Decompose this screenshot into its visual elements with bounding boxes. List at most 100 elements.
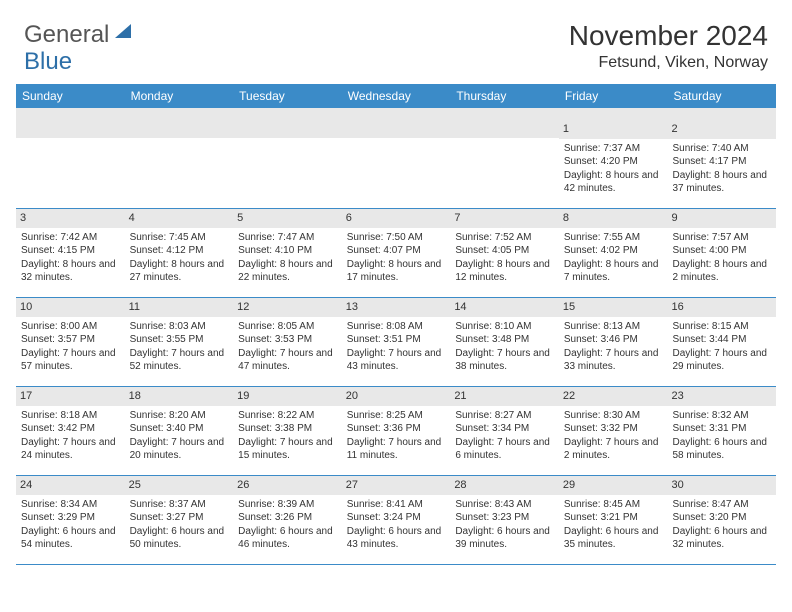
- day-header-cell: Saturday: [667, 84, 776, 108]
- daylight-text: Daylight: 6 hours and 35 minutes.: [564, 525, 663, 552]
- day-cell: 14Sunrise: 8:10 AMSunset: 3:48 PMDayligh…: [450, 298, 559, 386]
- day-cell: 12Sunrise: 8:05 AMSunset: 3:53 PMDayligh…: [233, 298, 342, 386]
- day-number: 4: [125, 209, 234, 228]
- day-cell: 24Sunrise: 8:34 AMSunset: 3:29 PMDayligh…: [16, 476, 125, 564]
- day-number: 27: [342, 476, 451, 495]
- sunrise-text: Sunrise: 7:52 AM: [455, 231, 554, 245]
- sunset-text: Sunset: 4:07 PM: [347, 244, 446, 258]
- sunrise-text: Sunrise: 8:27 AM: [455, 409, 554, 423]
- sunrise-text: Sunrise: 8:34 AM: [21, 498, 120, 512]
- daylight-text: Daylight: 6 hours and 39 minutes.: [455, 525, 554, 552]
- day-header-cell: Tuesday: [233, 84, 342, 108]
- daylight-text: Daylight: 7 hours and 15 minutes.: [238, 436, 337, 463]
- day-cell: 17Sunrise: 8:18 AMSunset: 3:42 PMDayligh…: [16, 387, 125, 475]
- day-number: 17: [16, 387, 125, 406]
- sunrise-text: Sunrise: 8:03 AM: [130, 320, 229, 334]
- sunrise-text: Sunrise: 8:43 AM: [455, 498, 554, 512]
- day-header-row: SundayMondayTuesdayWednesdayThursdayFrid…: [16, 84, 776, 108]
- sunset-text: Sunset: 3:24 PM: [347, 511, 446, 525]
- sunset-text: Sunset: 4:05 PM: [455, 244, 554, 258]
- sunrise-text: Sunrise: 8:05 AM: [238, 320, 337, 334]
- day-number: 20: [342, 387, 451, 406]
- daylight-text: Daylight: 8 hours and 32 minutes.: [21, 258, 120, 285]
- sunrise-text: Sunrise: 8:32 AM: [672, 409, 771, 423]
- day-cell: 5Sunrise: 7:47 AMSunset: 4:10 PMDaylight…: [233, 209, 342, 297]
- day-number: 5: [233, 209, 342, 228]
- day-header-cell: Wednesday: [342, 84, 451, 108]
- location: Fetsund, Viken, Norway: [569, 54, 768, 72]
- daylight-text: Daylight: 7 hours and 29 minutes.: [672, 347, 771, 374]
- day-cell: 30Sunrise: 8:47 AMSunset: 3:20 PMDayligh…: [667, 476, 776, 564]
- title-block: November 2024 Fetsund, Viken, Norway: [569, 20, 768, 72]
- week-row: 10Sunrise: 8:00 AMSunset: 3:57 PMDayligh…: [16, 298, 776, 387]
- sunset-text: Sunset: 3:20 PM: [672, 511, 771, 525]
- sunset-text: Sunset: 4:00 PM: [672, 244, 771, 258]
- sunrise-text: Sunrise: 8:25 AM: [347, 409, 446, 423]
- header: General November 2024 Fetsund, Viken, No…: [0, 0, 792, 84]
- daylight-text: Daylight: 7 hours and 33 minutes.: [564, 347, 663, 374]
- day-number: 12: [233, 298, 342, 317]
- sunset-text: Sunset: 3:38 PM: [238, 422, 337, 436]
- daylight-text: Daylight: 7 hours and 57 minutes.: [21, 347, 120, 374]
- daylight-text: Daylight: 6 hours and 58 minutes.: [672, 436, 771, 463]
- logo-text-2: Blue: [24, 48, 72, 76]
- day-number: 16: [667, 298, 776, 317]
- sunrise-text: Sunrise: 8:08 AM: [347, 320, 446, 334]
- day-number: 1: [559, 120, 668, 139]
- sunrise-text: Sunrise: 7:37 AM: [564, 142, 663, 156]
- sunrise-text: Sunrise: 7:50 AM: [347, 231, 446, 245]
- day-cell: 20Sunrise: 8:25 AMSunset: 3:36 PMDayligh…: [342, 387, 451, 475]
- daylight-text: Daylight: 6 hours and 43 minutes.: [347, 525, 446, 552]
- sunset-text: Sunset: 3:44 PM: [672, 333, 771, 347]
- day-cell: 3Sunrise: 7:42 AMSunset: 4:15 PMDaylight…: [16, 209, 125, 297]
- sunrise-text: Sunrise: 8:39 AM: [238, 498, 337, 512]
- day-cell: 27 Sunrise: 8:41 AMSunset: 3:24 PMDayligh…: [342, 476, 451, 564]
- day-cell: 8Sunrise: 7:55 AMSunset: 4:02 PMDaylight…: [559, 209, 668, 297]
- sunrise-text: Sunrise: 8:41 AM: [347, 498, 446, 512]
- sunset-text: Sunset: 3:27 PM: [130, 511, 229, 525]
- empty-day-number: [125, 120, 234, 138]
- daylight-text: Daylight: 7 hours and 24 minutes.: [21, 436, 120, 463]
- daylight-text: Daylight: 8 hours and 12 minutes.: [455, 258, 554, 285]
- sunrise-text: Sunrise: 8:20 AM: [130, 409, 229, 423]
- day-number: 7: [450, 209, 559, 228]
- logo: General: [24, 20, 135, 49]
- sunset-text: Sunset: 3:31 PM: [672, 422, 771, 436]
- day-cell: 10Sunrise: 8:00 AMSunset: 3:57 PMDayligh…: [16, 298, 125, 386]
- daylight-text: Daylight: 8 hours and 27 minutes.: [130, 258, 229, 285]
- daylight-text: Daylight: 8 hours and 42 minutes.: [564, 169, 663, 196]
- day-number: 13: [342, 298, 451, 317]
- day-number: 9: [667, 209, 776, 228]
- sunrise-text: Sunrise: 7:57 AM: [672, 231, 771, 245]
- day-number: 18: [125, 387, 234, 406]
- daylight-text: Daylight: 7 hours and 6 minutes.: [455, 436, 554, 463]
- sunrise-text: Sunrise: 8:13 AM: [564, 320, 663, 334]
- sunrise-text: Sunrise: 8:00 AM: [21, 320, 120, 334]
- day-cell: [233, 120, 342, 208]
- day-cell: 19Sunrise: 8:22 AMSunset: 3:38 PMDayligh…: [233, 387, 342, 475]
- day-number: 28: [450, 476, 559, 495]
- daylight-text: Daylight: 8 hours and 17 minutes.: [347, 258, 446, 285]
- sunrise-text: Sunrise: 8:10 AM: [455, 320, 554, 334]
- daylight-text: Daylight: 7 hours and 38 minutes.: [455, 347, 554, 374]
- day-number: 21: [450, 387, 559, 406]
- day-number: 26: [233, 476, 342, 495]
- sunrise-text: Sunrise: 7:45 AM: [130, 231, 229, 245]
- day-number: 22: [559, 387, 668, 406]
- day-number: 3: [16, 209, 125, 228]
- day-cell: 25Sunrise: 8:37 AMSunset: 3:27 PMDayligh…: [125, 476, 234, 564]
- empty-day-number: [16, 120, 125, 138]
- sunset-text: Sunset: 3:42 PM: [21, 422, 120, 436]
- day-cell: 18Sunrise: 8:20 AMSunset: 3:40 PMDayligh…: [125, 387, 234, 475]
- sunset-text: Sunset: 4:02 PM: [564, 244, 663, 258]
- day-cell: 23Sunrise: 8:32 AMSunset: 3:31 PMDayligh…: [667, 387, 776, 475]
- day-number: 6: [342, 209, 451, 228]
- week-row: 24Sunrise: 8:34 AMSunset: 3:29 PMDayligh…: [16, 476, 776, 565]
- week-row: 3Sunrise: 7:42 AMSunset: 4:15 PMDaylight…: [16, 209, 776, 298]
- empty-day-number: [342, 120, 451, 138]
- sunrise-text: Sunrise: 8:45 AM: [564, 498, 663, 512]
- day-number: 15: [559, 298, 668, 317]
- sunset-text: Sunset: 3:23 PM: [455, 511, 554, 525]
- sunset-text: Sunset: 3:34 PM: [455, 422, 554, 436]
- sunset-text: Sunset: 3:57 PM: [21, 333, 120, 347]
